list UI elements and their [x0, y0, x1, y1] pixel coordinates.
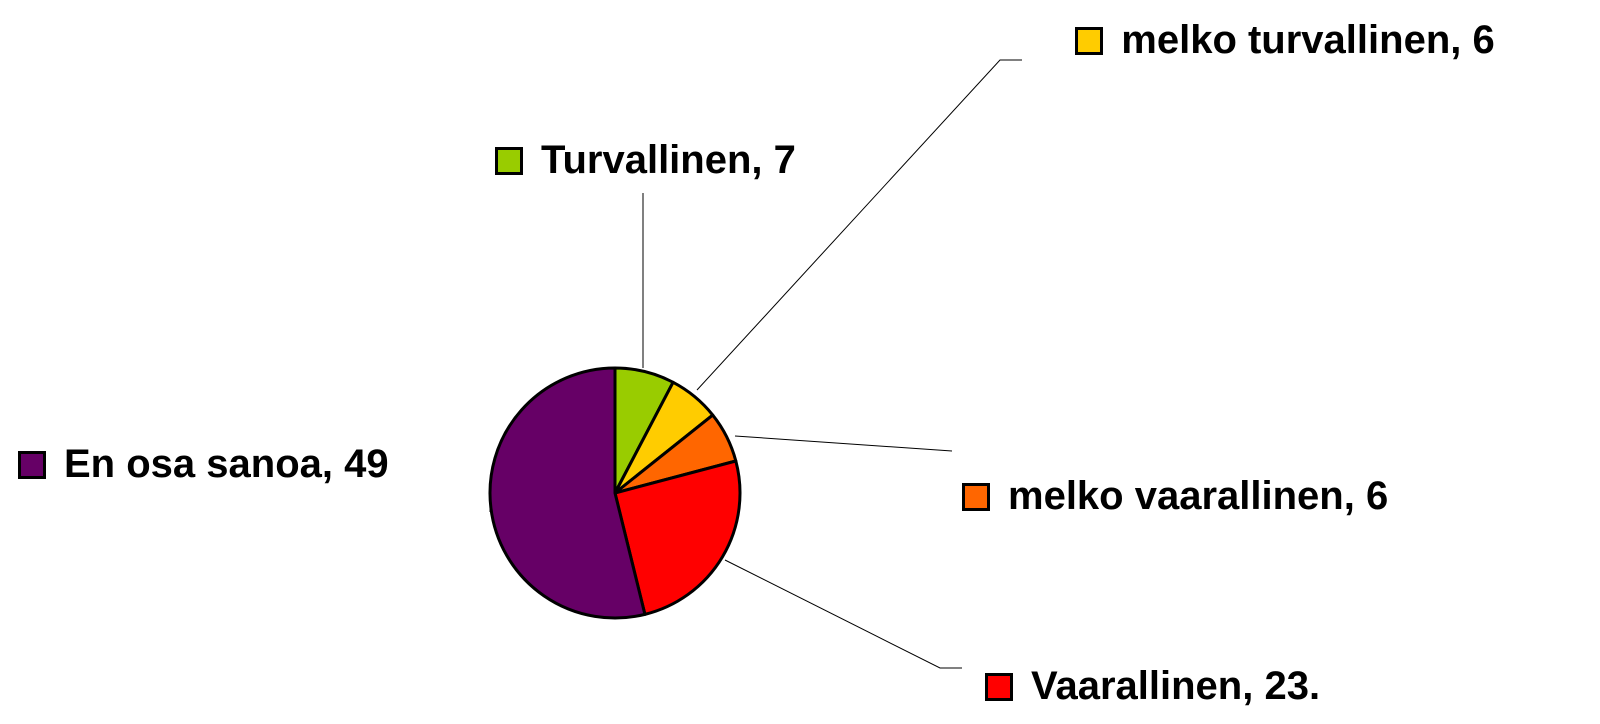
leader-lines	[489, 59, 1022, 669]
leader-line	[724, 559, 962, 669]
label-text: melko vaarallinen, 6	[1008, 474, 1389, 518]
legend-key	[18, 451, 46, 479]
label-text: Turvallinen, 7	[541, 138, 796, 182]
pie-slice	[613, 459, 742, 616]
leader-line	[734, 435, 953, 452]
label-text: En osa sanoa, 49	[64, 442, 389, 486]
data-label: melko turvallinen, 6	[1035, 4, 1535, 76]
legend-key	[962, 483, 990, 511]
label-text: Vaarallinen, 23.	[1031, 664, 1321, 708]
data-label: Vaarallinen, 23.	[985, 650, 1320, 722]
legend-key	[985, 673, 1013, 701]
data-label: Turvallinen, 7	[495, 124, 796, 196]
leader-line	[696, 59, 1022, 391]
data-label: En osa sanoa, 49	[18, 428, 389, 500]
legend-key	[495, 147, 523, 175]
pie-slice	[488, 366, 647, 620]
legend-key	[1075, 27, 1104, 55]
data-label: melko vaarallinen, 6	[962, 460, 1388, 532]
label-text: melko turvallinen, 6	[1121, 18, 1495, 62]
